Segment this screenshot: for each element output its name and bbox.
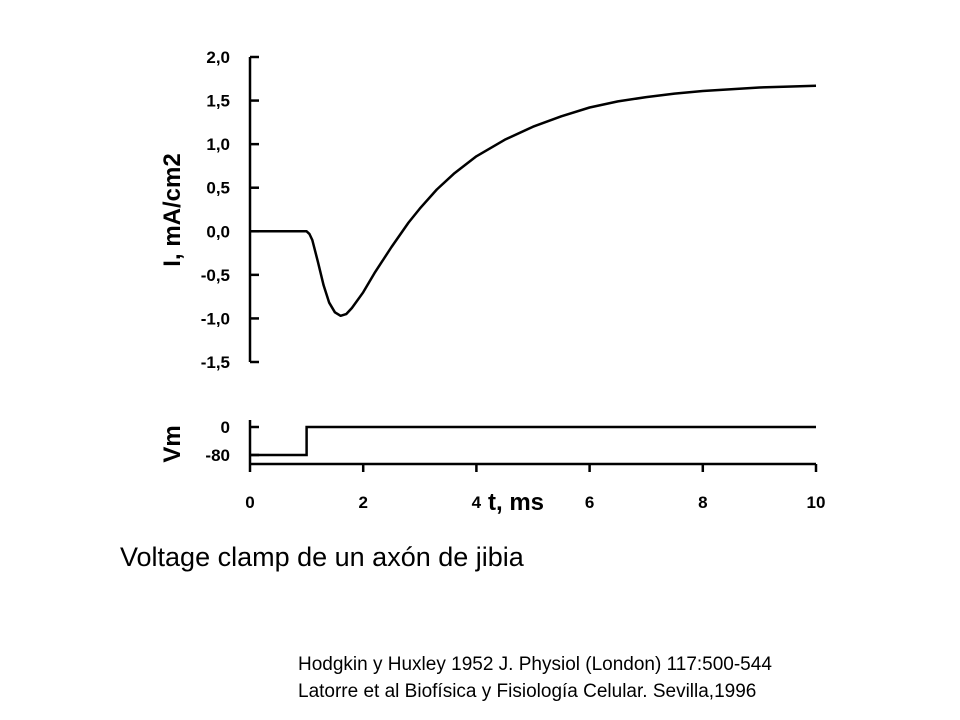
current-y-tick-label: 0,0 — [206, 222, 230, 241]
current-panel: 2,0 1,5 1,0 0,5 0,0 -0,5 -1,0 -1,5 I, mA/cm2 — [159, 48, 817, 372]
current-trace — [250, 84, 817, 318]
voltage-clamp-chart: 2,0 1,5 1,0 0,5 0,0 -0,5 -1,0 -1,5 I, mA/cm2 0 -… — [159, 48, 825, 516]
voltage-y-tick-label: -80 — [205, 446, 230, 465]
voltage-y-axis-title: Vm — [159, 425, 186, 462]
time-x-axis-title: t, ms — [488, 489, 544, 516]
current-y-tick-label: 2,0 — [206, 48, 230, 67]
voltage-panel: 0 -80 0 2 4 6 8 10 Vm t, ms — [159, 418, 825, 516]
time-x-tick-label: 10 — [807, 493, 826, 512]
current-y-tick-label: -1,0 — [201, 309, 230, 328]
current-y-tick-label: 1,5 — [206, 92, 230, 111]
time-x-tick-label: 2 — [358, 493, 367, 512]
reference-1: Hodgkin y Huxley 1952 J. Physiol (London… — [298, 654, 772, 675]
time-x-tick-label: 8 — [698, 493, 707, 512]
time-x-tick-label: 4 — [472, 493, 482, 512]
voltage-y-tick-label: 0 — [221, 418, 230, 437]
time-x-tick-label: 0 — [245, 493, 254, 512]
time-x-tick-label: 6 — [585, 493, 594, 512]
current-y-tick-label: 1,0 — [206, 135, 230, 154]
time-x-ticks: 0 2 4 6 8 10 — [245, 464, 825, 512]
current-y-tick-label: 0,5 — [206, 179, 230, 198]
reference-2: Latorre et al Biofísica y Fisiología Cel… — [298, 681, 757, 702]
current-y-tick-label: -0,5 — [201, 266, 230, 285]
figure-caption: Voltage clamp de un axón de jibia — [120, 542, 524, 572]
voltage-step-trace — [250, 425, 816, 457]
current-y-axis-title: I, mA/cm2 — [159, 153, 186, 266]
current-y-tick-label: -1,5 — [201, 353, 230, 372]
